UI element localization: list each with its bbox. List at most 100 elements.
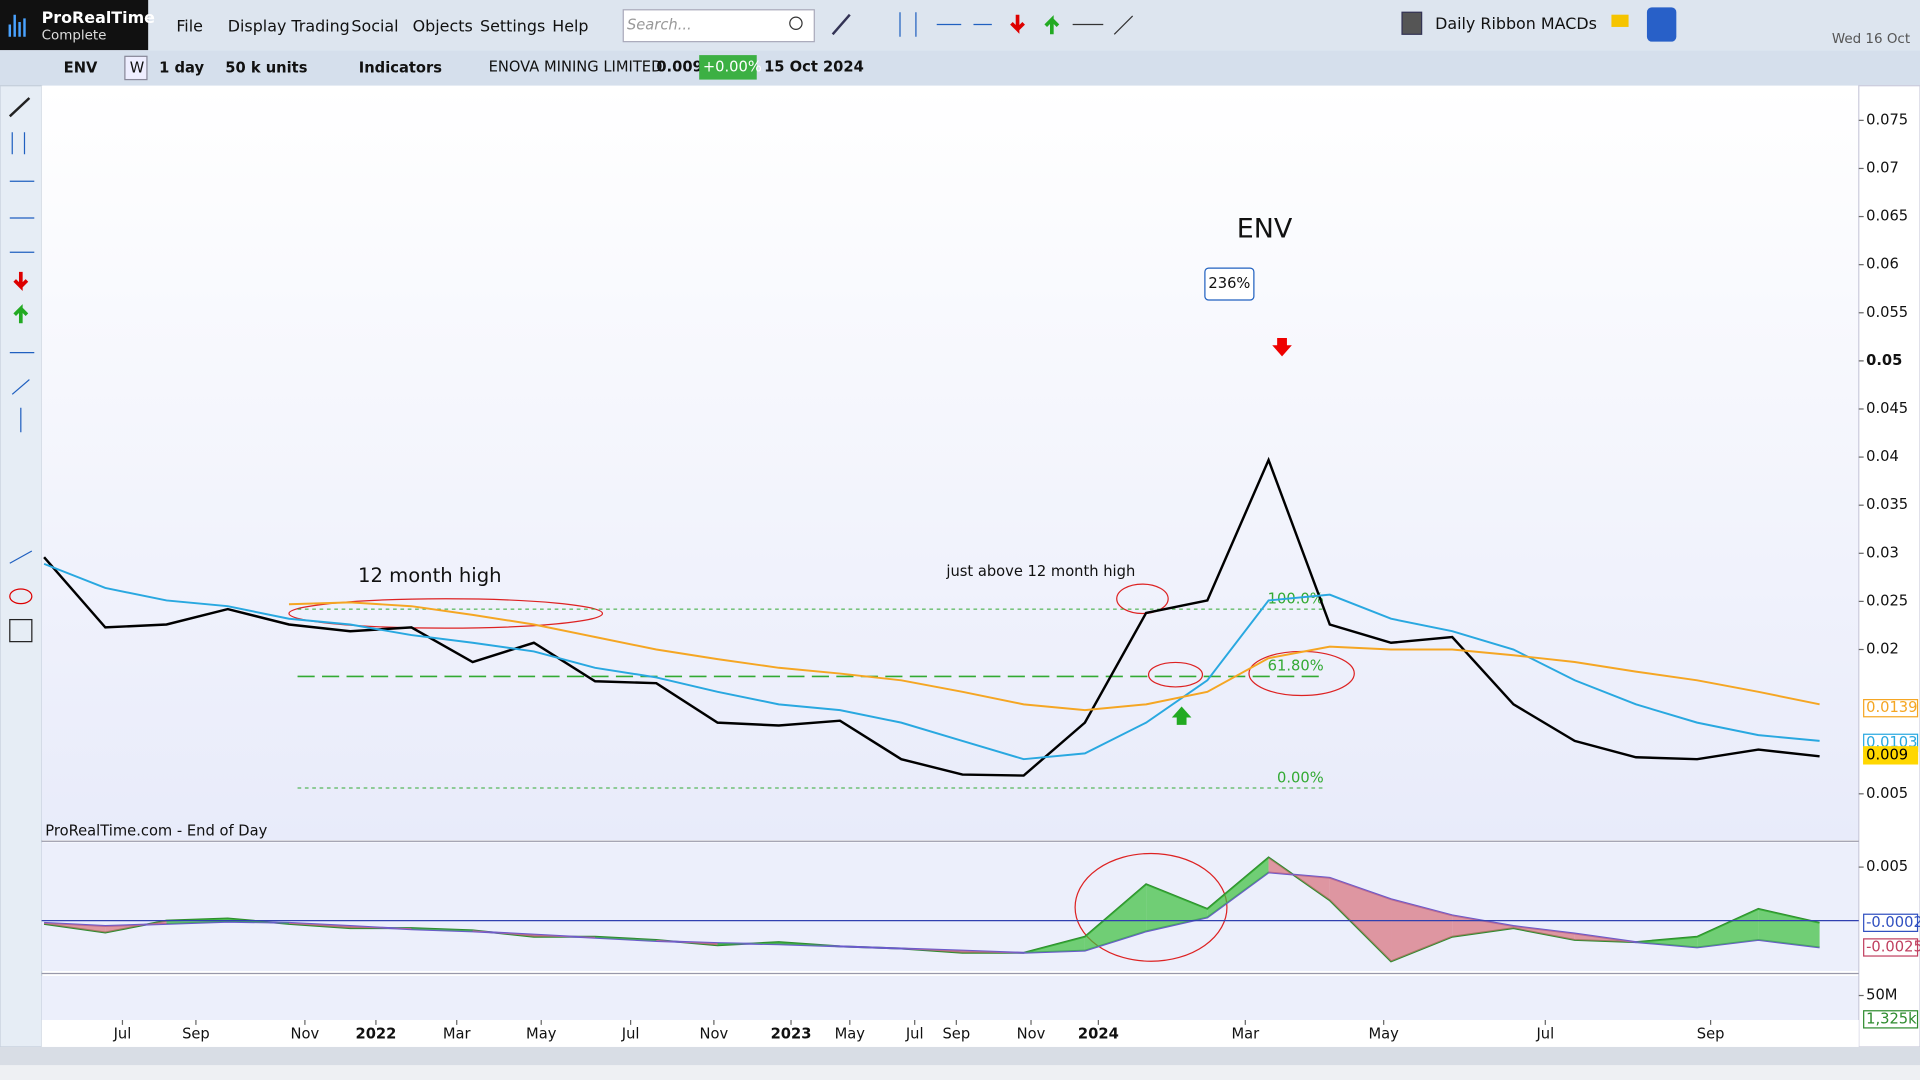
date-label: 2024 (1078, 1026, 1119, 1043)
y-tick-label: 0.005 (1866, 785, 1908, 802)
ellipse (1074, 852, 1228, 962)
tool-text[interactable] (9, 618, 33, 643)
date-label: Jul (621, 1026, 640, 1043)
menu-item[interactable]: File (176, 16, 203, 35)
date-label: Jul (1535, 1026, 1554, 1043)
weekly-box[interactable] (124, 55, 148, 81)
ticker[interactable]: ENV (64, 60, 98, 77)
price-tag (1863, 746, 1919, 765)
ribbon-segment (472, 930, 534, 937)
price-tag-label: 1,325k (1866, 1010, 1917, 1027)
up-arrow-tool[interactable] (1044, 15, 1060, 35)
menu-item[interactable]: Social (351, 16, 398, 35)
menu: File Display Trading Social Objects Settings H… (176, 16, 588, 35)
ribbon-segment (1513, 926, 1575, 940)
instrument-date: 15 Oct 2024 (764, 58, 864, 75)
series-line (43, 456, 1820, 777)
y-tick-label: 0.04 (1866, 448, 1899, 465)
ribbon-segment (656, 939, 718, 946)
ribbon-segment (1635, 936, 1698, 948)
tool-pen[interactable] (8, 97, 31, 118)
sound-button[interactable] (1646, 7, 1677, 42)
indicators[interactable]: Indicators (359, 60, 442, 77)
gain-label: 236% (1208, 275, 1250, 292)
ribbon-segment (288, 922, 351, 929)
ellipse (288, 598, 604, 629)
y-tick-label: 0.03 (1866, 544, 1899, 561)
menu-item[interactable]: Objects (413, 16, 473, 35)
ribbon-segment (595, 936, 657, 942)
price-tag-label: -0.0025 (1866, 938, 1920, 955)
ribbon-segment (1329, 877, 1392, 962)
line-tools[interactable] (1072, 15, 1134, 35)
search-box[interactable] (622, 9, 815, 43)
scrollbar[interactable] (0, 1046, 1920, 1066)
volume-panel (41, 975, 1859, 1020)
date-label: Mar (443, 1026, 472, 1043)
ribbon-segment (350, 926, 412, 930)
date-label: Nov (700, 1026, 729, 1043)
date-label: Sep (182, 1026, 210, 1043)
instrument-change: +0.00% (703, 58, 762, 75)
weekly: W (130, 60, 145, 77)
ribbon-segment (1146, 884, 1208, 932)
ribbon-segment (44, 922, 106, 933)
date-label: Nov (291, 1026, 320, 1043)
save-icon[interactable] (1401, 11, 1423, 35)
menu-item[interactable]: Help (552, 16, 588, 35)
y-tick-label: 0.055 (1866, 304, 1908, 321)
date-label: Mar (1231, 1026, 1260, 1043)
date-label: May (1368, 1026, 1399, 1043)
menu-item[interactable]: Trading (290, 16, 349, 35)
y-tick-label: 0.035 (1866, 496, 1908, 513)
left-toolbar (0, 85, 43, 1048)
price-tag (1863, 699, 1919, 718)
series-line (288, 601, 1820, 712)
units[interactable]: 50 k units (225, 60, 307, 77)
y-tick-label: 0.005 (1866, 858, 1908, 875)
down-arrow-tool[interactable] (1010, 14, 1025, 34)
ribbon-segment (962, 950, 1024, 953)
buy-arrow (1171, 706, 1192, 725)
price-axis (1858, 85, 1920, 1048)
date-label: 2023 (771, 1026, 812, 1043)
menu-item[interactable]: Settings (480, 16, 545, 35)
instrument-price: 0.009 (656, 58, 702, 75)
price-tag-label: 0.0139 (1866, 699, 1917, 716)
ribbon-segment (1758, 908, 1820, 948)
tool-icons[interactable] (899, 12, 992, 37)
ellipse (1116, 583, 1169, 615)
y-tick-label: 0.025 (1866, 592, 1908, 609)
fib-label: 0.00% (1277, 769, 1324, 786)
tool-lines[interactable] (9, 132, 35, 564)
timeframe[interactable]: 1 day (159, 60, 204, 77)
ellipse (1147, 661, 1204, 688)
menu-item[interactable]: Display (228, 16, 287, 35)
ribbon-segment (1207, 857, 1269, 918)
tool-ellipse[interactable] (9, 588, 33, 605)
price-tag-label: -0.0002 (1866, 914, 1920, 931)
search-icon[interactable] (789, 16, 803, 30)
layout-name[interactable]: Daily Ribbon MACDs (1435, 14, 1597, 33)
tool-down[interactable] (13, 271, 29, 291)
date-label: Sep (1697, 1026, 1725, 1043)
taskbar (0, 1065, 1920, 1080)
ribbon-segment (105, 920, 167, 933)
y-tick-label: 0.075 (1866, 111, 1908, 128)
annotation: 12 month high (358, 564, 502, 587)
flag-icon[interactable] (1611, 14, 1629, 27)
tool-up[interactable] (13, 304, 29, 324)
series-line (43, 562, 1820, 761)
date-label: Sep (942, 1026, 970, 1043)
ribbon-segment (411, 928, 473, 932)
instrument-name: ENOVA MINING LIMITED (489, 58, 663, 75)
brand: ProRealTime (42, 8, 156, 27)
date-label: May (835, 1026, 866, 1043)
pen-icon[interactable] (831, 13, 851, 36)
gain-box (1204, 267, 1255, 301)
price-panel (41, 85, 1859, 840)
plot: 0.075 0.07 0.065 0.06 0.055 0.05 0.045 0.04 0.03… (41, 111, 1920, 1043)
left-tools (8, 97, 35, 643)
